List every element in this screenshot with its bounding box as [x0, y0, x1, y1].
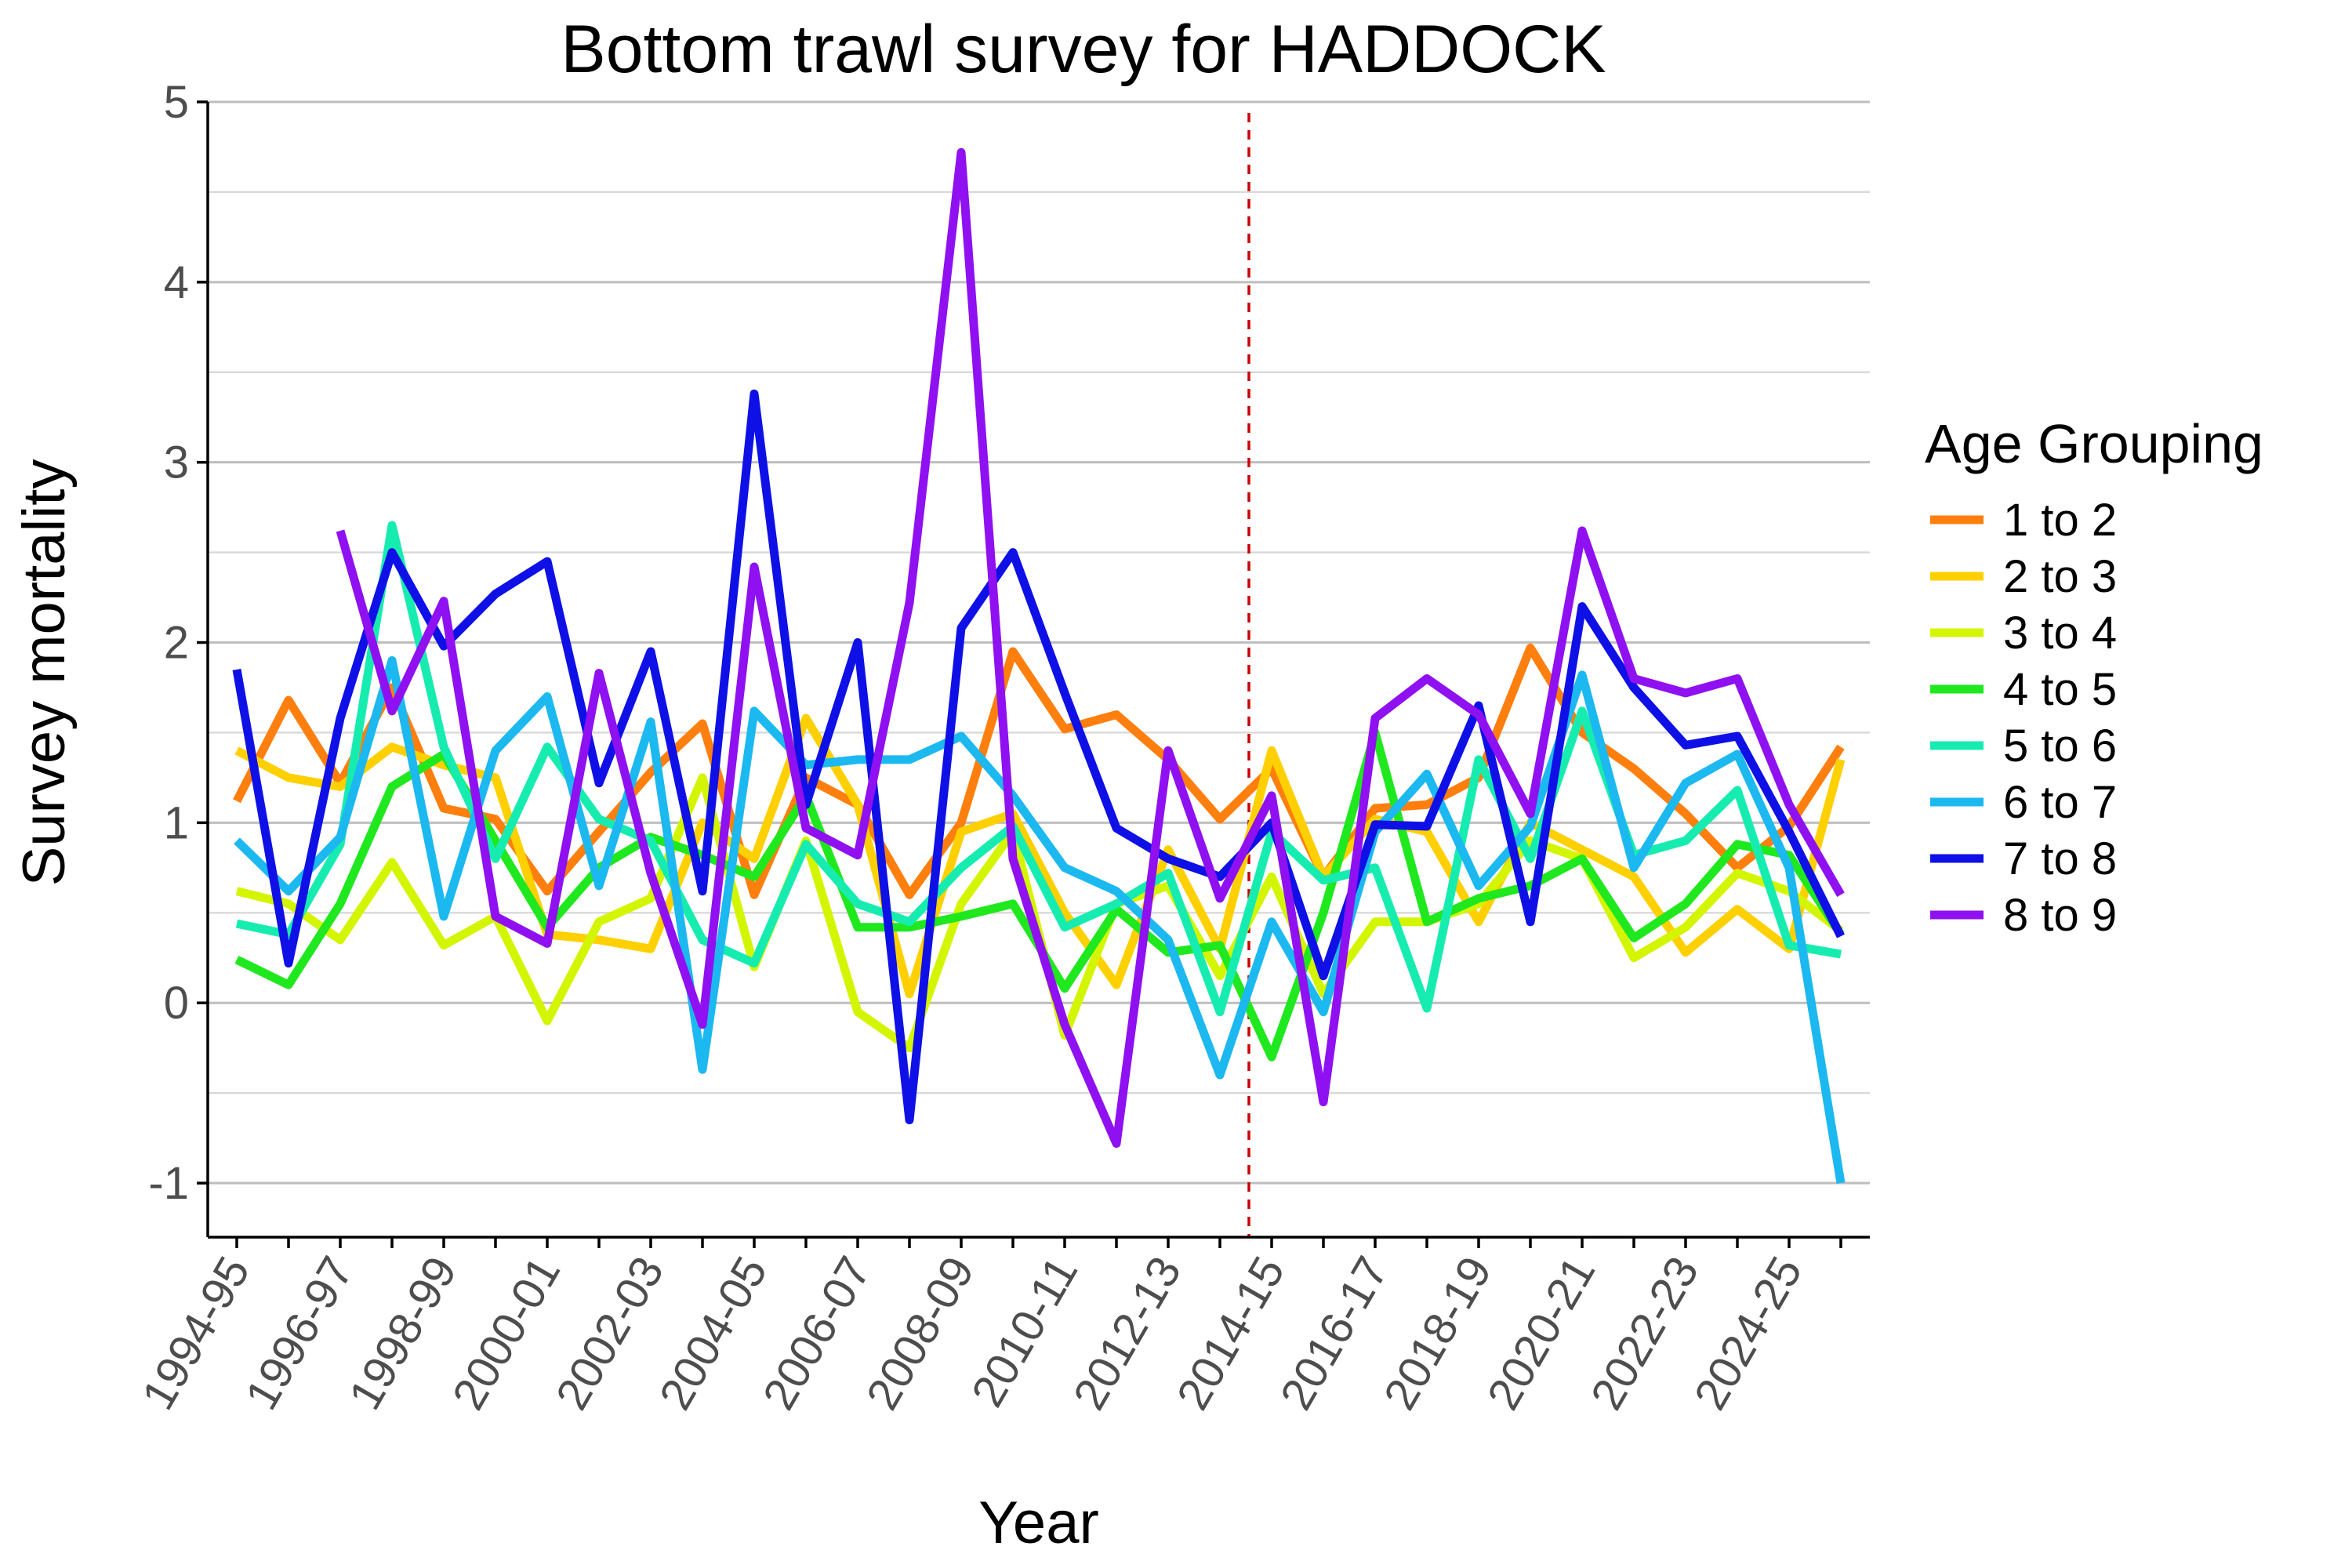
y-tick-label: 2 — [164, 618, 189, 669]
x-axis-title: Year — [978, 1490, 1099, 1556]
legend: Age Grouping 1 to 22 to 3 3 to 44 to 55 t… — [1925, 413, 2263, 941]
y-axis-ticks: -1 0 1 2 3 4 5 — [148, 77, 208, 1209]
chart-title: Bottom trawl survey for HADDOCK — [561, 12, 1606, 87]
series-lines — [232, 147, 1846, 1184]
legend-label-1-to-2: 1 to 2 — [2003, 495, 2117, 546]
y-tick-label: 1 — [164, 797, 189, 848]
legend-label-8-to-9: 8 to 9 — [2003, 890, 2117, 941]
legend-label-6-to-7: 6 to 7 — [2003, 777, 2117, 828]
x-axis-ticks: 1994-951996-971998-992000-012002-032004-… — [132, 1237, 1842, 1418]
legend-title: Age Grouping — [1925, 413, 2263, 474]
y-tick-label: -1 — [148, 1158, 189, 1209]
legend-label-5-to-6: 5 to 6 — [2003, 720, 2117, 771]
y-tick-label: 3 — [164, 437, 189, 488]
legend-label-4-to-5: 4 to 5 — [2003, 664, 2117, 715]
legend-label-2-to-3: 2 to 3 — [2003, 551, 2117, 602]
series-line-2-to-3 — [234, 713, 1846, 999]
grid-lines — [208, 100, 1870, 1185]
y-tick-label: 0 — [164, 978, 189, 1029]
y-tick-label: 4 — [164, 257, 189, 308]
legend-items: 1 to 22 to 3 3 to 44 to 55 to 6 6 to 77 to… — [1930, 495, 2117, 941]
y-axis-title: Survey mortality — [11, 459, 78, 887]
legend-label-3-to-4: 3 to 4 — [2003, 608, 2117, 659]
legend-label-7-to-8: 7 to 8 — [2003, 833, 2117, 884]
series-line-6-to-7 — [234, 656, 1846, 1184]
series-line-5-to-6 — [235, 521, 1842, 1017]
series-line-7-to-8 — [232, 389, 1845, 1125]
axes — [206, 102, 1870, 1239]
series-line-8-to-9 — [336, 147, 1845, 1148]
y-tick-label: 5 — [164, 77, 189, 128]
